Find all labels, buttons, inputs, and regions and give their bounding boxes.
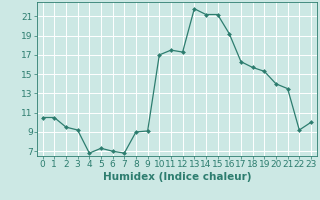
X-axis label: Humidex (Indice chaleur): Humidex (Indice chaleur) — [102, 172, 251, 182]
